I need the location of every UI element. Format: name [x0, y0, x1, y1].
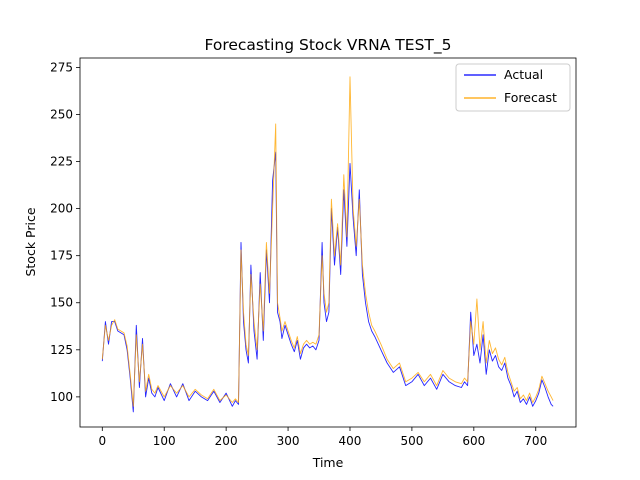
x-axis-ticks: 0 100 200 300 400 500 600 700	[98, 427, 547, 448]
legend-label-forecast: Forecast	[504, 90, 557, 105]
series-line-forecast	[101, 76, 554, 407]
x-tick-label: 0	[98, 434, 106, 448]
series-line-actual	[101, 151, 554, 413]
x-tick-label: 400	[339, 434, 362, 448]
x-tick-label: 700	[524, 434, 547, 448]
plot-frame	[79, 57, 577, 428]
x-tick-label: 100	[153, 434, 176, 448]
y-tick-label: 125	[50, 343, 73, 357]
x-tick-label: 200	[215, 434, 238, 448]
legend: Actual Forecast	[455, 63, 571, 112]
plot-area	[79, 57, 577, 428]
x-tick-label: 300	[277, 434, 300, 448]
y-tick-label: 225	[50, 155, 73, 169]
chart-title: Forecasting Stock VRNA TEST_5	[205, 36, 452, 55]
y-tick-label: 175	[50, 249, 73, 263]
y-tick-label: 275	[50, 60, 73, 74]
y-tick-label: 100	[50, 390, 73, 404]
x-tick-label: 500	[400, 434, 423, 448]
y-tick-label: 200	[50, 202, 73, 216]
y-tick-label: 250	[50, 107, 73, 121]
y-axis-label: Stock Price	[23, 207, 38, 276]
y-tick-label: 150	[50, 296, 73, 310]
x-axis-label: Time	[312, 455, 344, 470]
legend-box	[455, 63, 571, 112]
legend-label-actual: Actual	[504, 67, 543, 82]
x-tick-label: 600	[462, 434, 485, 448]
series-layer	[101, 76, 554, 413]
y-axis-ticks: 100 125 150 175 200 225 250 275	[50, 60, 80, 404]
